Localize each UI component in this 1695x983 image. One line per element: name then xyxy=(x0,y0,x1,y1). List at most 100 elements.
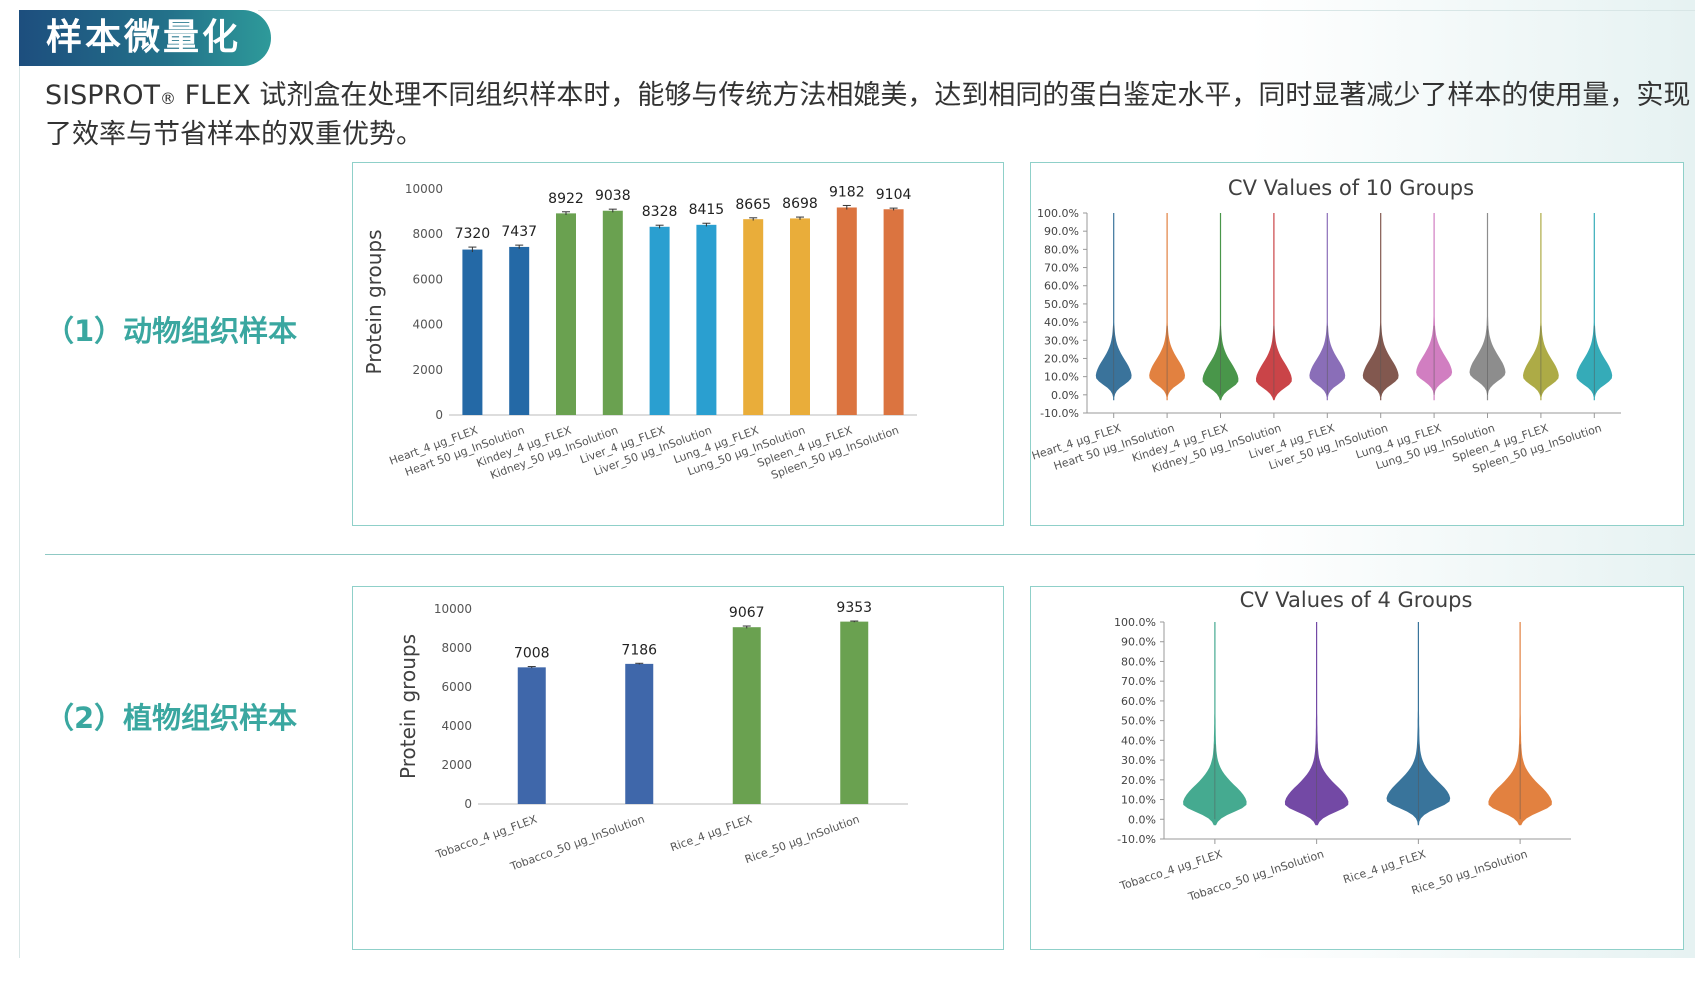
data-label: 9353 xyxy=(836,600,872,616)
x-tick-label: Rice_4 μg_FLEX xyxy=(669,812,755,854)
violin xyxy=(1488,622,1552,826)
y-tick-label: 60.0% xyxy=(1044,280,1079,293)
y-axis-label: Protein groups xyxy=(396,634,420,779)
section-label-plant: （2）植物组织样本 xyxy=(45,701,298,735)
animal-cv-violin-chart: CV Values of 10 Groups -10.0% 0.0% 10.0% 20.… xyxy=(1030,176,1621,476)
y-tick-label: 100.0% xyxy=(1114,616,1156,629)
y-tick-label: 80.0% xyxy=(1044,243,1079,256)
intro-paragraph: SISPROT® FLEX 试剂盒在处理不同组织样本时，能够与传统方法相媲美，达… xyxy=(45,76,1693,154)
violin xyxy=(1576,213,1613,401)
y-tick-label: 20.0% xyxy=(1044,352,1079,365)
data-label: 7437 xyxy=(501,224,537,240)
data-label: 8415 xyxy=(689,202,725,218)
chart-title: CV Values of 4 Groups xyxy=(1240,588,1473,612)
y-tick-label: 10000 xyxy=(434,602,472,616)
intro-text: FLEX 试剂盒在处理不同组织样本时，能够与传统方法相媲美，达到相同的蛋白鉴定水… xyxy=(45,80,1691,150)
bar xyxy=(743,219,764,415)
y-tick-label: 0.0% xyxy=(1051,389,1079,402)
plant-protein-bar-chart: Protein groups 0 2000 4000 6000 8000 10000 7008… xyxy=(396,600,908,874)
bar xyxy=(509,246,530,415)
violin xyxy=(1202,213,1239,401)
panel-animal-violin: CV Values of 10 Groups -10.0% 0.0% 10.0% 20.… xyxy=(1030,162,1684,526)
y-tick-label: 8000 xyxy=(441,641,472,655)
violin xyxy=(1362,213,1399,401)
bar xyxy=(625,663,654,804)
bar xyxy=(556,213,576,415)
y-tick-label: 50.0% xyxy=(1044,298,1079,311)
y-tick-label: 90.0% xyxy=(1044,225,1079,238)
x-tick-label: Rice_50 μg_InSolution xyxy=(1410,847,1529,897)
violin xyxy=(1095,213,1132,401)
violin xyxy=(1386,622,1451,826)
y-tick-label: 40.0% xyxy=(1121,734,1156,747)
violin xyxy=(1183,622,1247,826)
y-tick-label: 0.0% xyxy=(1128,813,1156,826)
panel-plant-bar: Protein groups 0 2000 4000 6000 8000 10000 7008… xyxy=(352,586,1004,950)
animal-protein-bar-chart: Protein groups 0 2000 4000 6000 8000 10000 7320… xyxy=(362,182,917,482)
y-tick-label: 10000 xyxy=(405,182,443,196)
brand-name: SISPROT xyxy=(45,80,161,111)
x-tick-label: Rice_50 μg_InSolution xyxy=(743,813,861,867)
bar xyxy=(836,207,857,415)
y-tick-label: 30.0% xyxy=(1121,754,1156,767)
panel-plant-violin: CV Values of 4 Groups -10.0% 0.0% 10.0% 20.0… xyxy=(1030,586,1684,950)
data-label: 9182 xyxy=(829,184,865,200)
section-divider xyxy=(45,554,1695,555)
bar xyxy=(462,249,483,415)
x-tick-label: Rice_4 μg_FLEX xyxy=(1342,847,1428,886)
plant-cv-violin-chart: CV Values of 4 Groups -10.0% 0.0% 10.0% 20.0… xyxy=(1114,588,1571,904)
data-label: 8698 xyxy=(782,196,818,212)
top-rule xyxy=(258,10,1695,11)
data-label: 8665 xyxy=(735,197,771,213)
left-rule xyxy=(19,62,20,958)
data-label: 8922 xyxy=(548,191,584,207)
y-tick-label: 8000 xyxy=(412,227,443,241)
y-tick-label: 2000 xyxy=(441,758,472,772)
y-tick-label: -10.0% xyxy=(1117,833,1156,846)
data-label: 7186 xyxy=(621,642,657,658)
y-tick-label: 4000 xyxy=(412,318,443,332)
bar xyxy=(883,209,904,415)
y-tick-label: 4000 xyxy=(441,719,472,733)
data-label: 9067 xyxy=(729,605,765,621)
bar xyxy=(840,621,869,804)
bar xyxy=(517,667,546,804)
data-label: 8328 xyxy=(642,204,678,220)
violin xyxy=(1284,622,1349,826)
page-title: 样本微量化 xyxy=(46,17,242,58)
bar xyxy=(696,224,717,415)
bar xyxy=(732,627,761,804)
y-tick-label: 6000 xyxy=(412,272,443,286)
data-label: 9104 xyxy=(876,187,912,203)
data-label: 7320 xyxy=(455,226,491,242)
violin xyxy=(1309,213,1346,401)
y-tick-label: 70.0% xyxy=(1121,675,1156,688)
y-axis-label: Protein groups xyxy=(362,230,386,375)
bar xyxy=(602,210,623,415)
bar xyxy=(649,226,670,415)
y-tick-label: 40.0% xyxy=(1044,316,1079,329)
data-label: 7008 xyxy=(514,646,550,662)
y-tick-label: 50.0% xyxy=(1121,715,1156,728)
y-tick-label: 10.0% xyxy=(1121,794,1156,807)
y-tick-label: 0 xyxy=(464,797,472,811)
y-tick-label: 30.0% xyxy=(1044,334,1079,347)
y-tick-label: 2000 xyxy=(412,363,443,377)
data-label: 9038 xyxy=(595,188,631,204)
y-tick-label: 100.0% xyxy=(1037,207,1079,220)
y-tick-label: 80.0% xyxy=(1121,655,1156,668)
y-tick-label: 70.0% xyxy=(1044,262,1079,275)
registered-mark: ® xyxy=(160,89,177,108)
y-tick-label: 0 xyxy=(435,408,443,422)
x-tick-label: Tobacco_4 μg_FLEX xyxy=(433,812,539,861)
y-tick-label: 20.0% xyxy=(1121,774,1156,787)
y-tick-label: 10.0% xyxy=(1044,371,1079,384)
y-tick-label: 90.0% xyxy=(1121,636,1156,649)
bar xyxy=(790,218,810,415)
violin xyxy=(1416,213,1453,401)
violin xyxy=(1523,213,1559,401)
y-tick-label: 60.0% xyxy=(1121,695,1156,708)
violin xyxy=(1469,213,1506,401)
y-tick-label: 6000 xyxy=(441,680,472,694)
section-label-animal: （1）动物组织样本 xyxy=(45,314,298,348)
